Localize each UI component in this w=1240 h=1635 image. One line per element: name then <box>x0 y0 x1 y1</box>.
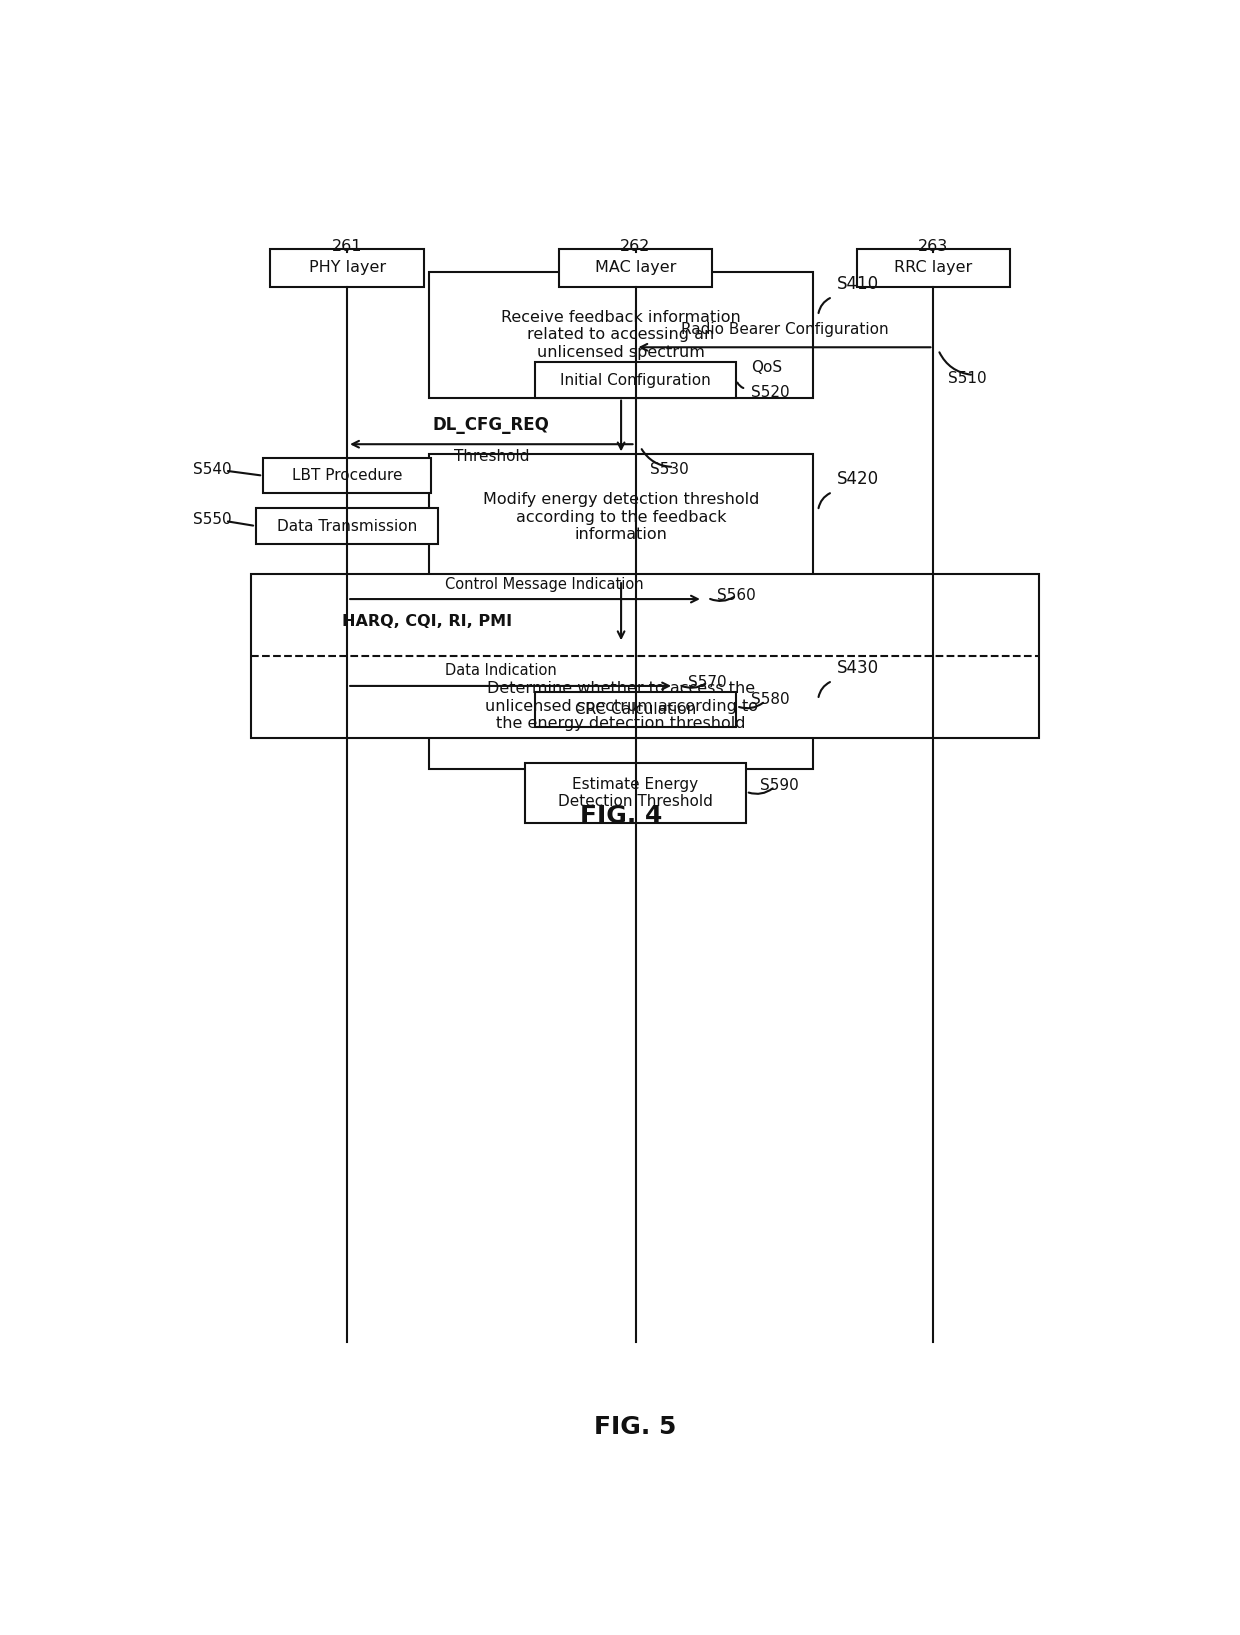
Text: S410: S410 <box>837 275 879 293</box>
Text: S520: S520 <box>751 386 790 401</box>
Bar <box>534 692 737 728</box>
Text: MAC layer: MAC layer <box>595 260 676 275</box>
Bar <box>255 508 439 544</box>
Text: HARQ, CQI, RI, PMI: HARQ, CQI, RI, PMI <box>342 615 512 629</box>
Bar <box>250 574 1039 737</box>
Bar <box>534 363 737 397</box>
Text: CRC Calculation: CRC Calculation <box>575 703 696 718</box>
Bar <box>857 249 1011 286</box>
Bar <box>270 249 424 286</box>
Text: 262: 262 <box>620 239 651 253</box>
Text: 261: 261 <box>332 239 362 253</box>
Bar <box>429 271 813 397</box>
Text: S540: S540 <box>193 463 232 477</box>
Text: LBT Procedure: LBT Procedure <box>291 468 403 484</box>
Text: Estimate Energy
Detection Threshold: Estimate Energy Detection Threshold <box>558 777 713 809</box>
Text: Receive feedback information
related to accessing an
unlicensed spectrum: Receive feedback information related to … <box>501 309 742 360</box>
Bar <box>525 762 746 822</box>
Text: Threshold: Threshold <box>454 450 529 464</box>
Bar <box>429 643 813 768</box>
Text: DL_CFG_REQ: DL_CFG_REQ <box>433 417 549 435</box>
Text: S550: S550 <box>193 512 232 526</box>
Text: PHY layer: PHY layer <box>309 260 386 275</box>
Text: Modify energy detection threshold
according to the feedback
information: Modify energy detection threshold accord… <box>482 492 759 543</box>
Text: S570: S570 <box>688 675 727 690</box>
Text: Control Message Indication: Control Message Indication <box>445 577 644 592</box>
Text: Radio Bearer Configuration: Radio Bearer Configuration <box>681 322 888 337</box>
Text: S510: S510 <box>947 371 987 386</box>
Text: QoS: QoS <box>751 360 782 374</box>
Text: S530: S530 <box>650 463 688 477</box>
Text: Data Transmission: Data Transmission <box>277 518 418 533</box>
Text: RRC layer: RRC layer <box>894 260 972 275</box>
Text: FIG. 4: FIG. 4 <box>580 804 662 827</box>
Text: S560: S560 <box>717 589 756 603</box>
Text: 263: 263 <box>919 239 949 253</box>
Bar <box>558 249 712 286</box>
Bar <box>429 455 813 580</box>
Text: S430: S430 <box>837 659 879 677</box>
Text: FIG. 5: FIG. 5 <box>594 1416 677 1439</box>
Bar <box>263 458 432 494</box>
Text: S590: S590 <box>760 778 799 793</box>
Text: S420: S420 <box>837 471 879 489</box>
Text: Initial Configuration: Initial Configuration <box>560 373 711 387</box>
Text: S580: S580 <box>751 692 790 708</box>
Text: Data Indication: Data Indication <box>445 664 557 679</box>
Text: Determine whether to access the
unlicensed spectrum according to
the energy dete: Determine whether to access the unlicens… <box>485 682 758 731</box>
